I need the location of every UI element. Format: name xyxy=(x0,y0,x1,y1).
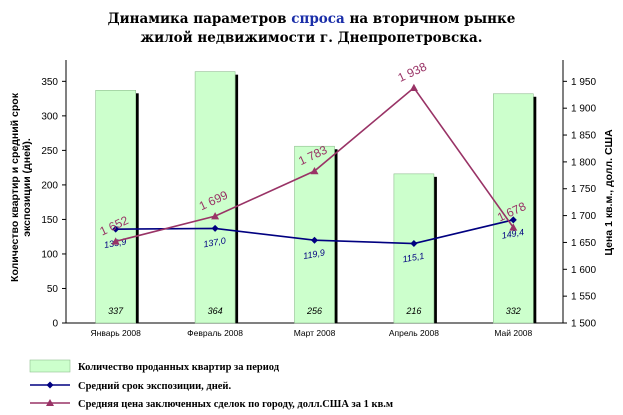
y-left-tick-label: 300 xyxy=(41,111,58,122)
title-text-after: на вторичном рынке xyxy=(344,11,516,27)
series-marker-price xyxy=(111,237,120,245)
bar xyxy=(95,90,136,324)
x-tick-label: Апрель 2008 xyxy=(389,328,439,338)
series-marker-exposure xyxy=(410,240,418,248)
y-right-tick-label: 1 600 xyxy=(571,265,596,276)
series-marker-exposure xyxy=(311,236,318,244)
exposure-data-label: 119,9 xyxy=(302,247,325,261)
series-marker-exposure xyxy=(211,224,219,232)
y-right-tick-label: 1 700 xyxy=(571,211,596,222)
y-right-tick-label: 1 500 xyxy=(571,319,596,330)
series-marker-exposure xyxy=(112,225,120,233)
y-right-tick-label: 1 800 xyxy=(571,157,596,168)
y-left-tick-label: 200 xyxy=(41,180,58,191)
bar-data-label: 216 xyxy=(405,306,421,316)
chart-title-line-1: Динамика параметров спроса на вторичном … xyxy=(0,10,623,29)
y-left-tick-label: 150 xyxy=(41,215,58,226)
chart-title-line-2: жилой недвижимости г. Днепропетровска. xyxy=(140,30,483,46)
legend-swatch-exposure-marker xyxy=(46,381,54,389)
bar-data-label: 364 xyxy=(208,306,223,316)
x-tick-label: Февраль 2008 xyxy=(187,328,243,338)
y-right-tick-label: 1 950 xyxy=(571,77,596,88)
bar-shadow xyxy=(334,149,338,323)
y-left-axis-title-line-2: экспозиции (дней). xyxy=(21,138,33,237)
bar-data-label: 332 xyxy=(506,306,521,316)
price-data-label: 1 938 xyxy=(396,59,429,85)
y-right-axis-title: Цена 1 кв.м., долл. США xyxy=(603,129,615,256)
series-marker-price xyxy=(211,212,220,220)
series-marker-price xyxy=(509,223,518,231)
bar-data-label: 337 xyxy=(108,306,124,316)
y-left-tick-label: 350 xyxy=(41,77,58,88)
bar xyxy=(194,71,236,324)
bar-shadow xyxy=(533,96,537,323)
legend-swatch-bars xyxy=(29,359,71,373)
title-text-before: Динамика параметров xyxy=(107,11,292,27)
exposure-data-label: 137,0 xyxy=(203,236,227,250)
y-right-tick-label: 1 900 xyxy=(571,104,596,115)
bar xyxy=(393,173,435,324)
y-left-tick-label: 50 xyxy=(47,284,59,295)
y-right-tick-label: 1 850 xyxy=(571,131,596,142)
y-left-tick-label: 100 xyxy=(41,249,58,260)
series-marker-price xyxy=(310,167,319,175)
legend-label-price: Средняя цена заключенных сделок по город… xyxy=(78,399,393,410)
y-right-tick-label: 1 650 xyxy=(571,238,596,249)
x-tick-label: Май 2008 xyxy=(494,328,532,338)
y-right-tick-label: 1 550 xyxy=(571,292,596,303)
series-marker-exposure xyxy=(509,216,517,224)
exposure-data-label: 115,1 xyxy=(402,251,425,265)
y-right-tick-label: 1 750 xyxy=(571,184,596,195)
y-left-tick-label: 0 xyxy=(52,319,58,330)
chart-title: Динамика параметров спроса на вторичном … xyxy=(0,10,623,48)
bar-shadow xyxy=(433,176,437,323)
x-tick-label: Январь 2008 xyxy=(90,328,141,338)
legend-label-bars: Количество проданных квартир за период xyxy=(78,362,280,373)
y-left-axis-title: Количество квартир и средний срокэкспози… xyxy=(9,92,33,282)
bar-shadow xyxy=(135,93,139,323)
y-left-tick-label: 250 xyxy=(41,146,58,157)
series-marker-price xyxy=(409,83,418,91)
exposure-data-label: 149,4 xyxy=(501,227,525,241)
title-text-accent: спроса xyxy=(291,11,345,27)
legend-swatch-price-marker xyxy=(46,399,54,406)
legend-label-exposure: Средний срок экспозиции, дней. xyxy=(78,381,231,392)
bar-data-label: 256 xyxy=(306,306,322,316)
bar xyxy=(294,145,335,324)
x-tick-label: Март 2008 xyxy=(294,328,336,338)
y-left-axis-title-line-1: Количество квартир и средний срок xyxy=(9,92,21,282)
bar-shadow xyxy=(235,74,239,324)
